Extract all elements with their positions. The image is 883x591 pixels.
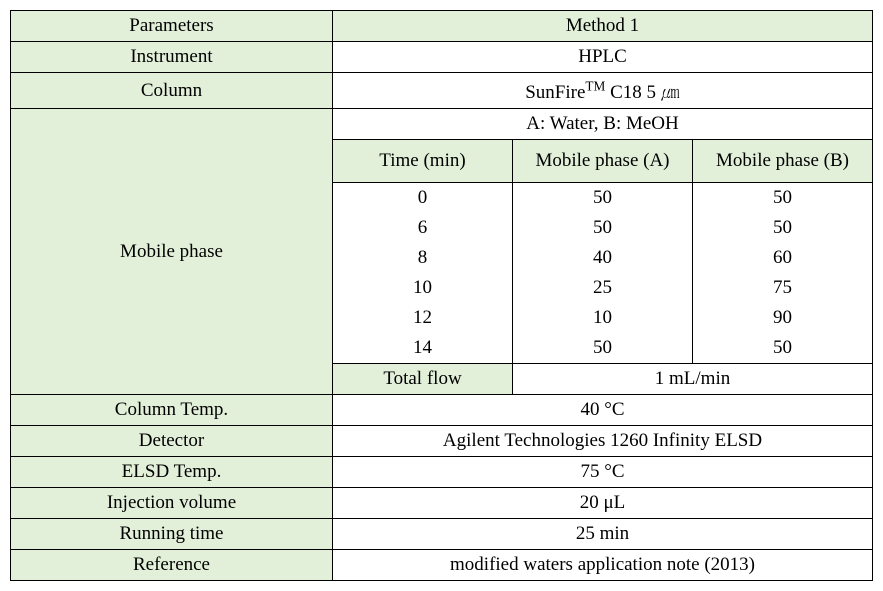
grad-time: 12 — [333, 303, 513, 333]
grad-time: 14 — [333, 333, 513, 364]
table-row: Column SunFireTM C18 5 ㎛ — [11, 73, 873, 109]
grad-a: 50 — [513, 183, 693, 214]
grad-b: 50 — [693, 333, 873, 364]
header-method: Method 1 — [333, 11, 873, 42]
grad-b: 60 — [693, 243, 873, 273]
solvents-value: A: Water, B: MeOH — [333, 109, 873, 140]
table-header-row: Parameters Method 1 — [11, 11, 873, 42]
grad-b: 50 — [693, 213, 873, 243]
grad-header-a: Mobile phase (A) — [513, 140, 693, 183]
column-value-prefix: SunFire — [525, 82, 585, 103]
grad-b: 75 — [693, 273, 873, 303]
param-inj-vol-label: Injection volume — [11, 488, 333, 519]
table-row: Mobile phase A: Water, B: MeOH — [11, 109, 873, 140]
grad-b: 90 — [693, 303, 873, 333]
grad-a: 40 — [513, 243, 693, 273]
param-instrument-value: HPLC — [333, 42, 873, 73]
grad-a: 25 — [513, 273, 693, 303]
grad-time: 8 — [333, 243, 513, 273]
param-detector-value: Agilent Technologies 1260 Infinity ELSD — [333, 426, 873, 457]
grad-a: 10 — [513, 303, 693, 333]
table-row: Detector Agilent Technologies 1260 Infin… — [11, 426, 873, 457]
param-mobile-phase-label: Mobile phase — [11, 109, 333, 395]
grad-a: 50 — [513, 333, 693, 364]
param-elsd-temp-label: ELSD Temp. — [11, 457, 333, 488]
param-reference-label: Reference — [11, 550, 333, 581]
grad-time: 6 — [333, 213, 513, 243]
grad-header-b: Mobile phase (B) — [693, 140, 873, 183]
header-parameters: Parameters — [11, 11, 333, 42]
column-value-tm: TM — [585, 79, 605, 94]
grad-b: 50 — [693, 183, 873, 214]
grad-time: 10 — [333, 273, 513, 303]
param-reference-value: modified waters application note (2013) — [333, 550, 873, 581]
param-column-value: SunFireTM C18 5 ㎛ — [333, 73, 873, 109]
table-row: Reference modified waters application no… — [11, 550, 873, 581]
param-inj-vol-value: 20 μL — [333, 488, 873, 519]
param-col-temp-label: Column Temp. — [11, 395, 333, 426]
param-total-flow-value: 1 mL/min — [513, 364, 873, 395]
param-instrument-label: Instrument — [11, 42, 333, 73]
param-column-label: Column — [11, 73, 333, 109]
table-row: Running time 25 min — [11, 519, 873, 550]
grad-time: 0 — [333, 183, 513, 214]
table-row: ELSD Temp. 75 °C — [11, 457, 873, 488]
param-elsd-temp-value: 75 °C — [333, 457, 873, 488]
param-run-time-label: Running time — [11, 519, 333, 550]
table-row: Column Temp. 40 °C — [11, 395, 873, 426]
param-col-temp-value: 40 °C — [333, 395, 873, 426]
table-row: Injection volume 20 μL — [11, 488, 873, 519]
param-run-time-value: 25 min — [333, 519, 873, 550]
grad-a: 50 — [513, 213, 693, 243]
param-total-flow-label: Total flow — [333, 364, 513, 395]
method-parameters-table: Parameters Method 1 Instrument HPLC Colu… — [10, 10, 873, 581]
column-value-suffix: C18 5 ㎛ — [605, 82, 679, 103]
grad-header-time: Time (min) — [333, 140, 513, 183]
table-row: Instrument HPLC — [11, 42, 873, 73]
param-detector-label: Detector — [11, 426, 333, 457]
